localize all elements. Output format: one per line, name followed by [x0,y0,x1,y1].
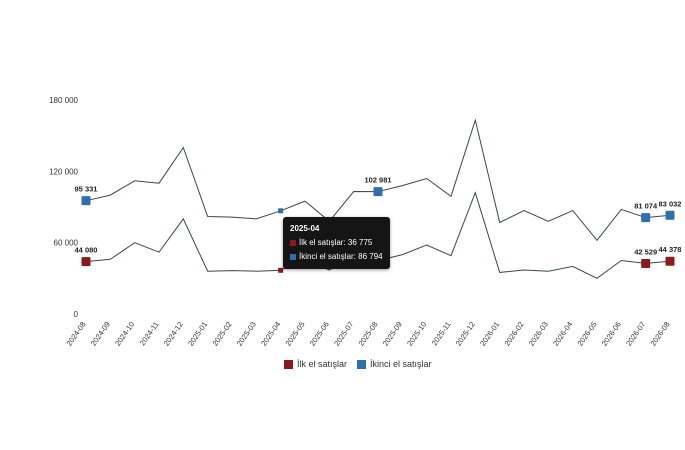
x-tick-label: 2025-12 [454,320,477,348]
x-tick-label: 2026-06 [600,320,623,348]
tooltip-dot-first-hand [290,240,296,246]
tooltip-title: 2025-04 [290,224,320,233]
data-label: 44 378 [659,245,682,254]
data-label: 102 981 [364,176,391,185]
data-point-marker[interactable] [641,258,651,268]
x-tick-label: 2024-08 [64,320,87,348]
data-point-marker[interactable] [665,210,675,220]
x-tick-label: 2025-02 [210,320,233,348]
x-tick-label: 2025-09 [381,320,404,348]
y-tick-label: 60 000 [54,239,79,248]
x-tick-label: 2025-01 [186,320,209,348]
x-tick-label: 2026-02 [502,320,525,348]
tooltip-row-second-hand: İkinci el satışlar: 86 794 [290,250,383,264]
data-point-marker[interactable] [665,256,675,266]
data-label: 81 074 [634,202,658,211]
hover-point-marker[interactable] [278,267,284,273]
x-tick-label: 2026-01 [478,320,501,348]
x-tick-label: 2026-03 [527,320,550,348]
legend-label-first-hand: İlk el satışlar [297,359,348,369]
x-tick-label: 2024-12 [162,320,185,348]
legend-swatch-second-hand [357,359,367,369]
x-tick-label: 2026-07 [624,320,647,348]
legend-item-first-hand[interactable]: İlk el satışlar [284,359,347,369]
data-point-marker[interactable] [641,213,651,223]
data-point-marker[interactable] [81,196,91,206]
data-point-marker[interactable] [373,187,383,197]
x-tick-label: 2024-09 [89,320,112,348]
x-tick-label: 2025-10 [405,320,428,348]
y-tick-label: 120 000 [49,167,78,176]
tooltip-text-first-hand: İlk el satışlar: 36 775 [299,238,373,247]
x-tick-label: 2025-04 [259,320,282,348]
data-label: 44 080 [75,246,98,255]
tooltip-row-first-hand: İlk el satışlar: 36 775 [290,236,383,250]
x-tick-label: 2026-08 [648,320,671,348]
legend-swatch-first-hand [284,359,293,369]
tooltip-text-second-hand: İkinci el satışlar: 86 794 [299,252,383,261]
x-tick-label: 2025-08 [356,320,379,348]
y-tick-label: 180 000 [49,96,78,105]
data-label: 83 032 [659,199,682,208]
x-tick-label: 2026-04 [551,320,574,348]
data-point-marker[interactable] [81,257,91,267]
hover-point-marker[interactable] [278,208,284,214]
y-tick-label: 0 [74,310,79,319]
x-tick-label: 2024-10 [113,320,136,348]
x-tick-label: 2025-11 [430,320,453,347]
legend-label-second-hand: İkinci el satışlar [370,359,432,369]
legend: İlk el satışlar İkinci el satışlar [284,359,442,369]
x-tick-label: 2025-06 [308,320,331,348]
x-tick-label: 2024-11 [138,320,161,347]
legend-item-second-hand[interactable]: İkinci el satışlar [357,359,432,369]
x-tick-label: 2026-05 [575,320,598,348]
x-tick-label: 2025-05 [283,320,306,348]
data-label: 95 331 [75,185,98,194]
x-tick-label: 2025-03 [235,320,258,348]
tooltip: 2025-04 İlk el satışlar: 36 775 İkinci e… [283,217,390,269]
data-label: 42 529 [634,247,657,256]
tooltip-dot-second-hand [290,254,296,260]
x-tick-label: 2025-07 [332,320,355,348]
